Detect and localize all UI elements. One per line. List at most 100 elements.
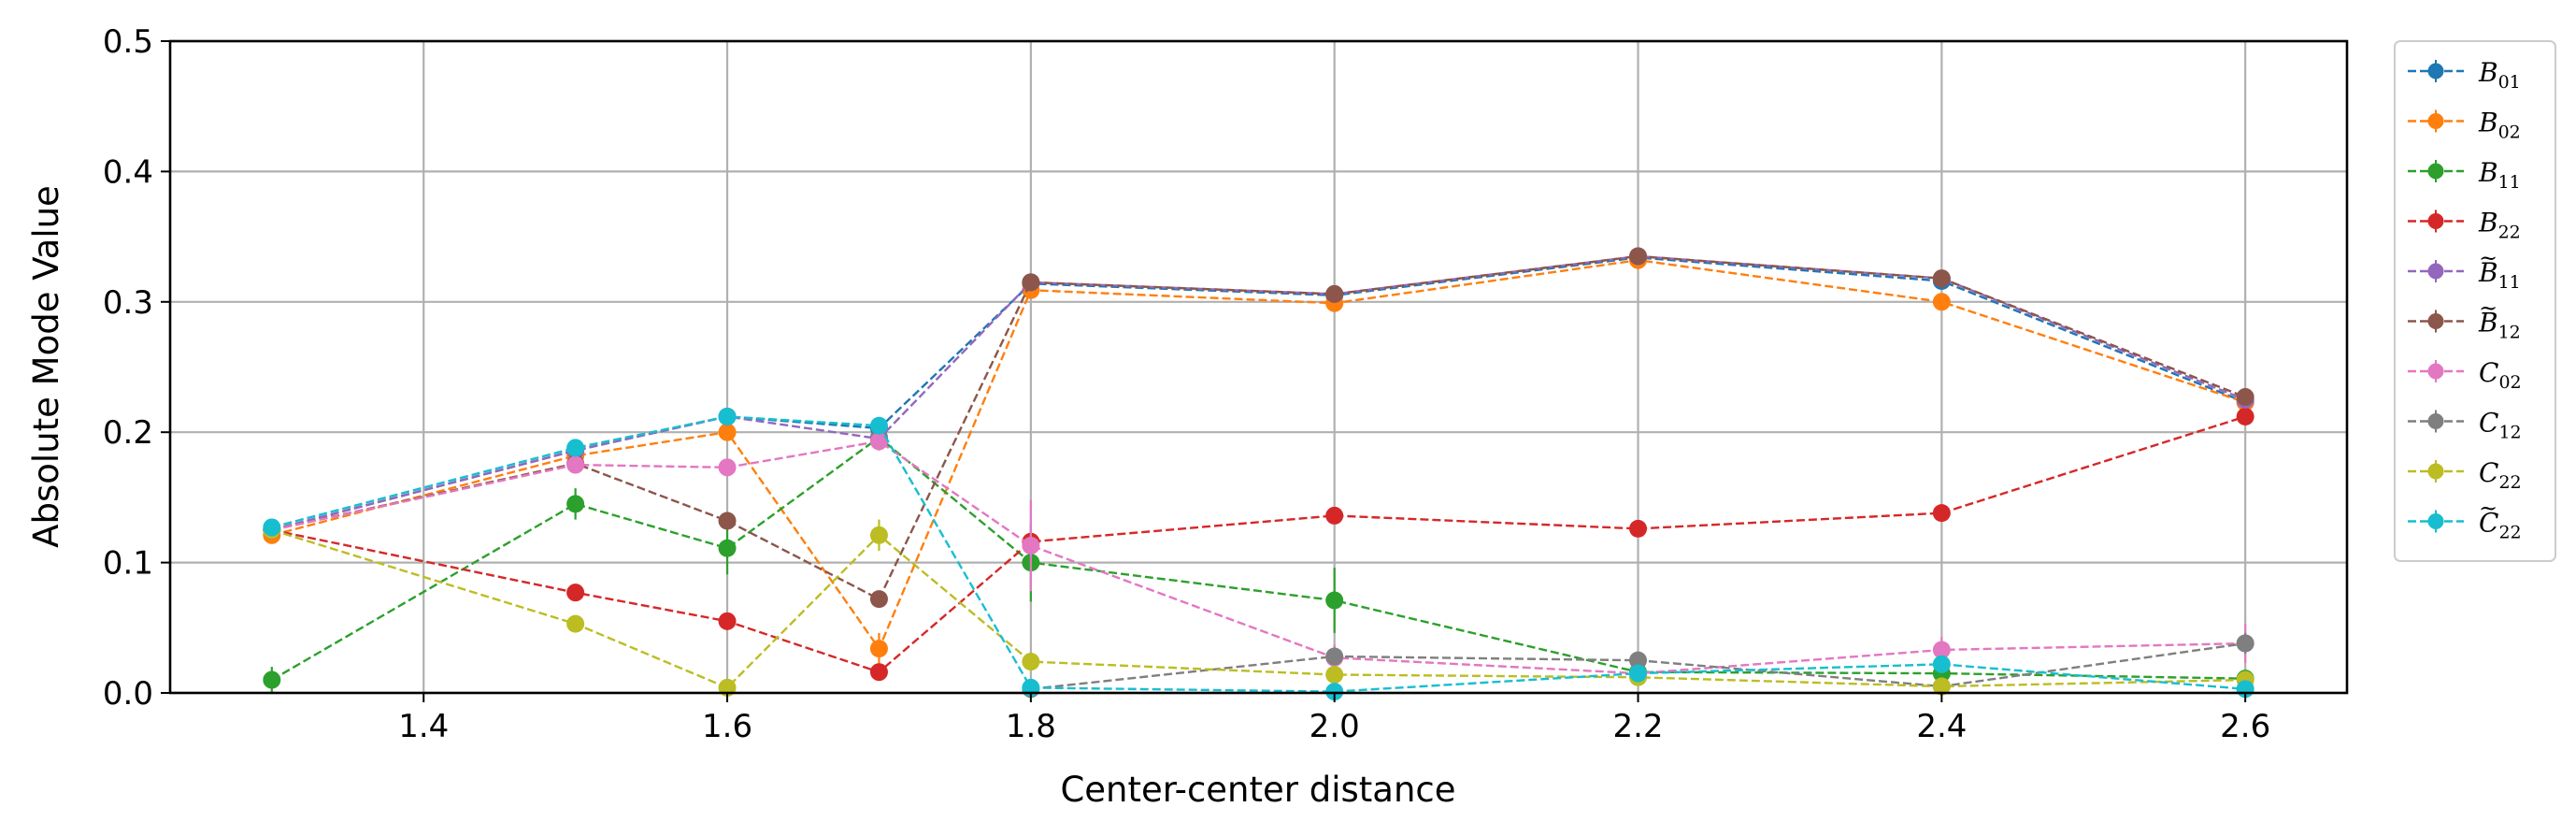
data-point xyxy=(566,455,585,474)
data-point xyxy=(1932,677,1951,696)
legend-label: C12 xyxy=(2479,408,2522,443)
data-point xyxy=(566,495,585,513)
legend-item: C22 xyxy=(2408,457,2522,493)
series-line xyxy=(271,254,2246,601)
legend-label: C22 xyxy=(2479,508,2522,543)
series-B22 xyxy=(263,407,2254,682)
y-tick-label: 0.2 xyxy=(103,414,153,452)
y-tick-label: 0.3 xyxy=(103,284,153,322)
data-point xyxy=(1629,247,1648,266)
data-point xyxy=(1022,536,1040,555)
series-layer xyxy=(263,247,2254,701)
legend-label: B11 xyxy=(2478,157,2521,193)
legend-item: ~C22 xyxy=(2408,496,2522,543)
legend-item: ~B12 xyxy=(2408,295,2521,343)
data-point xyxy=(1932,655,1951,673)
series-B11 xyxy=(263,424,2254,693)
series-line xyxy=(271,415,2246,674)
data-point xyxy=(1932,293,1951,311)
data-point xyxy=(566,584,585,602)
data-point xyxy=(1325,506,1344,525)
legend-tilde: ~ xyxy=(2479,295,2497,322)
data-point xyxy=(1325,284,1344,303)
legend-item: C02 xyxy=(2408,357,2522,393)
x-tick-label: 1.4 xyxy=(398,708,449,745)
x-tick-label: 2.6 xyxy=(2220,708,2270,745)
legend-marker xyxy=(2427,513,2444,529)
legend-marker xyxy=(2427,63,2444,79)
legend-label: C22 xyxy=(2479,457,2522,493)
x-axis-label: Center-center distance xyxy=(1060,770,1455,810)
legend-marker xyxy=(2427,313,2444,329)
legend-label: B22 xyxy=(2478,208,2521,243)
legend-marker xyxy=(2427,463,2444,480)
data-point xyxy=(718,407,737,425)
data-point xyxy=(1325,647,1344,666)
data-point xyxy=(1629,519,1648,538)
data-point xyxy=(718,423,737,441)
legend-item: B01 xyxy=(2408,57,2521,93)
data-point xyxy=(263,670,281,689)
series-line xyxy=(271,436,2246,682)
legend-item: C12 xyxy=(2408,408,2522,443)
legend-label: B11 xyxy=(2478,257,2521,293)
data-point xyxy=(566,439,585,457)
series-line xyxy=(271,440,2246,675)
series-B̃12 xyxy=(263,247,2254,609)
data-point xyxy=(2236,388,2254,407)
data-point xyxy=(263,518,281,537)
legend-tilde: ~ xyxy=(2479,496,2497,522)
data-point xyxy=(718,612,737,630)
x-tick-label: 1.8 xyxy=(1006,708,1056,745)
plot-frame xyxy=(168,39,2349,695)
series-B02 xyxy=(263,251,2254,665)
legend-label: B02 xyxy=(2478,108,2521,143)
data-point xyxy=(718,458,737,477)
y-tick-label: 0.5 xyxy=(103,23,153,61)
legend-marker xyxy=(2427,263,2444,280)
data-point xyxy=(718,512,737,530)
legend-item: ~B11 xyxy=(2408,245,2521,293)
data-point xyxy=(869,432,888,451)
legend-label: C02 xyxy=(2479,357,2522,393)
y-tick-label: 0.4 xyxy=(103,153,153,191)
legend-tilde: ~ xyxy=(2479,245,2497,271)
data-point xyxy=(2236,634,2254,653)
data-point xyxy=(1629,664,1648,683)
legend-marker xyxy=(2427,413,2444,429)
data-point xyxy=(1022,653,1040,671)
series-C22 xyxy=(263,519,2254,697)
data-point xyxy=(1325,683,1344,701)
legend-marker xyxy=(2427,163,2444,180)
data-point xyxy=(869,640,888,658)
data-point xyxy=(2236,407,2254,425)
legend-marker xyxy=(2427,213,2444,229)
legend-item: B02 xyxy=(2408,108,2521,143)
data-point xyxy=(718,539,737,557)
y-tick-label: 0.0 xyxy=(103,675,153,713)
legend-item: B22 xyxy=(2408,208,2521,243)
legend-label: B12 xyxy=(2478,308,2521,343)
data-point xyxy=(566,614,585,633)
data-point xyxy=(1629,651,1648,670)
data-point xyxy=(869,663,888,682)
data-point xyxy=(869,526,888,544)
data-point xyxy=(1932,504,1951,523)
x-tick-label: 2.0 xyxy=(1309,708,1360,745)
data-point xyxy=(869,416,888,435)
axis-ticks: 1.4 1.6 1.8 2.0 2.2 2.4 2.6 0.0 0.1 0.2 0.3 0.4 0.5 xyxy=(103,23,2270,745)
series-C̃22 xyxy=(263,407,2254,701)
x-tick-label: 1.6 xyxy=(702,708,752,745)
data-point xyxy=(1022,273,1040,292)
data-point xyxy=(1325,665,1344,684)
legend-marker xyxy=(2427,363,2444,380)
legend-item: B11 xyxy=(2408,157,2521,193)
grid xyxy=(170,39,2347,695)
x-tick-label: 2.2 xyxy=(1612,708,1663,745)
data-point xyxy=(1932,269,1951,288)
legend-marker xyxy=(2427,113,2444,129)
data-point xyxy=(1325,591,1344,610)
y-tick-label: 0.1 xyxy=(103,545,153,583)
data-point xyxy=(1932,641,1951,659)
